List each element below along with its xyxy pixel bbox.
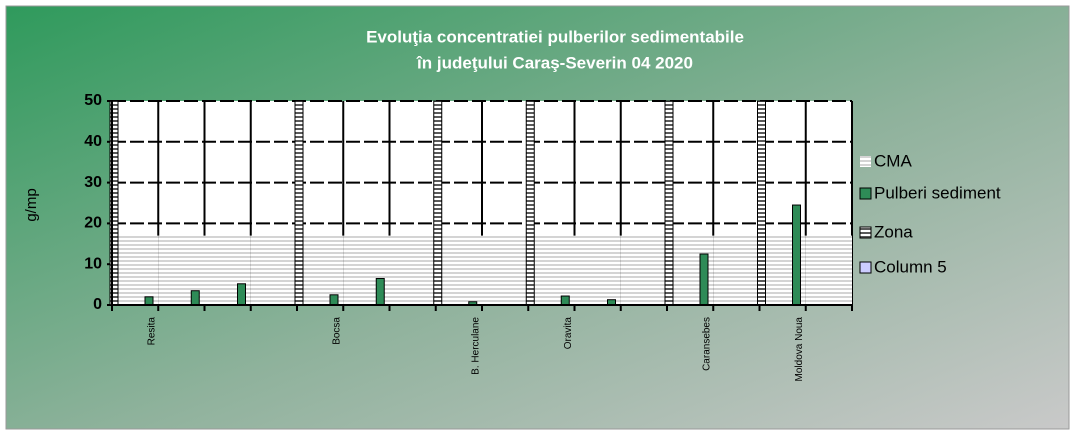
y-tick-label: 50 — [84, 92, 102, 109]
legend-label: Column 5 — [874, 257, 947, 276]
legend-label: Pulberi sediment — [874, 183, 1001, 202]
zona-bar — [525, 100, 535, 306]
cma-bar — [297, 235, 344, 305]
cma-bar — [713, 235, 760, 305]
y-tick-label: 40 — [84, 133, 102, 150]
legend-label: CMA — [874, 151, 912, 170]
pulberi-bar — [792, 204, 801, 306]
pulberi-bar — [144, 296, 154, 306]
zona-bar — [433, 100, 443, 306]
pulberi-bar — [699, 253, 709, 306]
pulberi-bar — [329, 294, 339, 306]
cma-bar — [574, 235, 621, 305]
x-tick-label: Moldova Noua — [794, 317, 805, 382]
chart-title: Evoluţia concentratiei pulberilor sedime… — [366, 27, 744, 46]
cma-bar — [482, 235, 529, 305]
legend-swatch — [859, 187, 872, 200]
cma-bar — [805, 235, 852, 305]
pulberi-bar — [375, 277, 385, 306]
x-tick-label: Bocsa — [332, 317, 343, 345]
y-axis-label: g/mp — [23, 188, 40, 221]
legend-swatch — [860, 156, 871, 167]
cma-bar — [528, 235, 575, 305]
zona-bar — [294, 100, 304, 306]
zona-bar — [757, 100, 766, 306]
x-tick-label: Caransebes — [702, 317, 713, 371]
cma-bar — [112, 235, 159, 305]
y-tick-label: 10 — [84, 255, 102, 272]
pulberi-bar — [560, 295, 570, 306]
y-tick-label: 30 — [84, 174, 102, 191]
legend-label: Zona — [874, 222, 913, 241]
cma-bar — [389, 235, 436, 305]
zona-bar — [664, 100, 674, 306]
x-tick-label: B. Herculane — [470, 317, 481, 375]
legend-swatch — [859, 261, 872, 274]
x-tick-label: Oravita — [563, 317, 574, 350]
pulberi-bar — [237, 283, 246, 306]
cma-bar — [435, 235, 482, 305]
x-tick-label: Resita — [147, 317, 158, 346]
cma-bar — [250, 235, 297, 305]
cma-bar — [620, 235, 667, 305]
pulberi-bar — [190, 290, 200, 306]
y-tick-label: 0 — [93, 296, 102, 313]
legend-swatch — [859, 226, 872, 239]
y-tick-label: 20 — [84, 215, 102, 232]
chart-title: în judeţului Caraş-Severin 04 2020 — [416, 53, 693, 72]
